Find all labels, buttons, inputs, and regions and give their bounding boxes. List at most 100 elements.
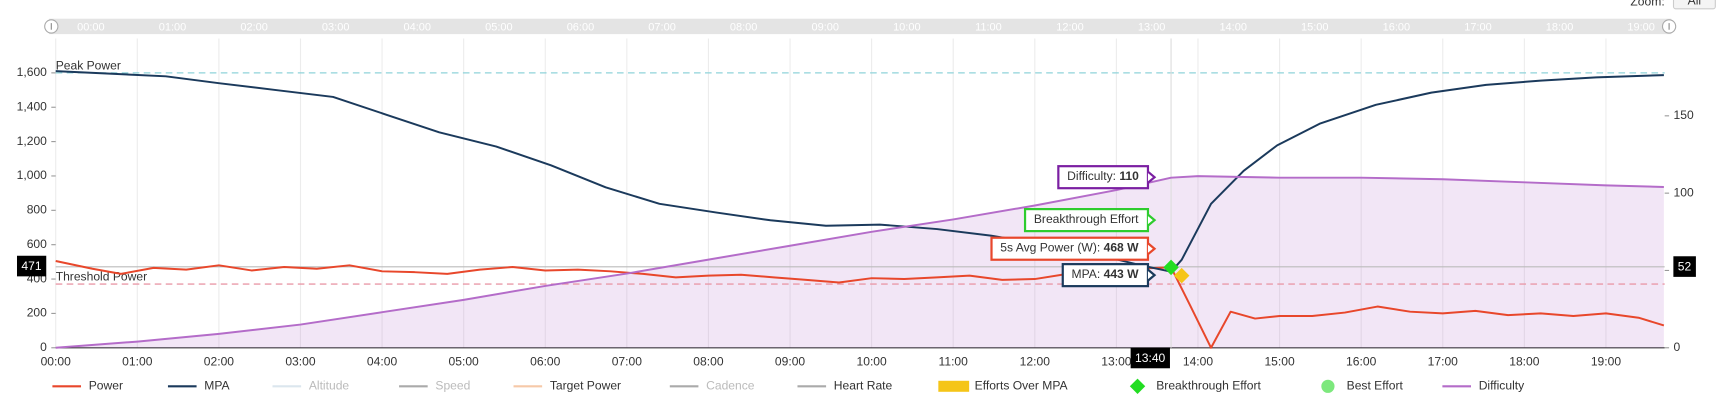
navigator-label: 10:00 (893, 21, 921, 33)
x-tick-label: 00:00 (41, 354, 72, 368)
tooltip-value: 110 (1119, 169, 1139, 183)
navigator-label: 09:00 (811, 21, 839, 33)
x-tick-label: 19:00 (1591, 354, 1622, 368)
legend-item[interactable]: Difficulty (1442, 378, 1525, 392)
navigator-label: 08:00 (730, 21, 758, 33)
x-tick-label: 14:00 (1183, 354, 1214, 368)
tooltip-pointer (1147, 213, 1157, 227)
legend-item[interactable]: Altitude (272, 378, 350, 392)
legend-item[interactable]: Speed (399, 378, 470, 392)
zoom-button[interactable] (1672, 0, 1716, 10)
tooltip-text: 5s Avg Power (W): 468 W (1000, 241, 1139, 255)
tooltip-box (1057, 165, 1150, 190)
x-tick-label: 17:00 (1428, 354, 1459, 368)
navigator-label: 17:00 (1464, 21, 1492, 33)
legend-label: Speed (435, 378, 470, 392)
tooltip-pointer (1147, 242, 1157, 256)
y-tick-label: 0 (40, 340, 47, 354)
x-tick-label: 11:00 (939, 354, 969, 368)
legend-item[interactable]: Target Power (513, 378, 622, 392)
x-tick-label: 05:00 (449, 354, 480, 368)
crosshair-y-label-box (16, 255, 47, 277)
y-tick-label: 1,200 (17, 134, 48, 148)
navigator-label: 18:00 (1546, 21, 1574, 33)
y-tick-label: 600 (27, 237, 47, 251)
x-tick-label: 15:00 (1264, 354, 1295, 368)
crosshair-y2-label-box (1673, 256, 1696, 277)
legend-item[interactable]: Heart Rate (797, 378, 893, 392)
tooltip-value: 468 W (1104, 241, 1140, 255)
tooltip-label: Difficulty: (1067, 169, 1116, 183)
x-tick-label: 13:00 (1101, 354, 1132, 368)
y-tick-label: 1,000 (17, 168, 48, 182)
navigator-label: 01:00 (159, 21, 187, 33)
navigator-label: 02:00 (240, 21, 268, 33)
legend-label: Target Power (550, 378, 621, 392)
legend-label: Power (89, 378, 123, 392)
tooltip-pointer (1147, 268, 1157, 282)
navigator-label: 07:00 (648, 21, 676, 33)
y2-tick-label: 150 (1674, 108, 1694, 122)
tooltip-box (990, 236, 1150, 261)
crosshair-x-label-text: 13:40 (1135, 351, 1166, 365)
legend-label: Best Effort (1347, 378, 1404, 392)
legend-item[interactable]: Cadence (669, 378, 755, 392)
y-tick-label: 1,400 (17, 99, 48, 113)
crosshair-y-label-text: 471 (21, 259, 41, 273)
reference-label: Peak Power (56, 58, 121, 72)
tooltip: Breakthrough Effort (1023, 208, 1157, 233)
x-tick-label: 12:00 (1020, 354, 1051, 368)
legend-item[interactable]: Breakthrough Effort (1129, 378, 1262, 394)
x-tick-label: 07:00 (612, 354, 643, 368)
tooltip: MPA: 443 W (1061, 263, 1157, 288)
tooltip-value: 443 W (1104, 267, 1140, 281)
legend-item[interactable]: MPA (167, 378, 231, 392)
navigator-label: 12:00 (1056, 21, 1084, 33)
navigator-label: 19:00 (1627, 21, 1655, 33)
crosshair-y2-label-text: 52 (1678, 260, 1692, 274)
x-tick-label: 02:00 (204, 354, 235, 368)
tooltip-text: Difficulty: 110 (1067, 169, 1139, 183)
navigator-label: 00:00 (77, 21, 105, 33)
legend-label: Efforts Over MPA (975, 378, 1069, 392)
tooltip-label: 5s Avg Power (W): (1000, 241, 1100, 255)
navigator-label: 11:00 (975, 21, 1002, 33)
area (55, 176, 1664, 348)
x-tick-label: 04:00 (367, 354, 398, 368)
series-line (55, 175, 1664, 349)
legend-item[interactable]: Efforts Over MPA (938, 378, 1069, 392)
navigator-label: 06:00 (567, 21, 595, 33)
legend-label: Altitude (309, 378, 350, 392)
tooltip: 5s Avg Power (W): 468 W (990, 236, 1157, 261)
x-tick-label: 18:00 (1509, 354, 1540, 368)
navigator-label: 05:00 (485, 21, 513, 33)
x-tick-label: 01:00 (122, 354, 153, 368)
legend-label: Heart Rate (834, 378, 893, 392)
tooltip-label: MPA: (1072, 267, 1101, 281)
x-tick-label: 10:00 (856, 354, 887, 368)
tooltip-box (1061, 263, 1150, 288)
legend-symbol (938, 380, 970, 392)
crosshair-x-label-box (1130, 347, 1170, 369)
legend-item[interactable]: Power (52, 378, 123, 392)
tooltip-pointer (1147, 170, 1157, 184)
y2-tick-label: 100 (1674, 185, 1694, 199)
navigator-label: 03:00 (322, 21, 350, 33)
navigator-label: 04:00 (404, 21, 432, 33)
legend-label: MPA (204, 378, 230, 392)
legend-item[interactable]: Best Effort (1321, 378, 1404, 393)
x-tick-label: 06:00 (530, 354, 561, 368)
y-tick-label: 1,600 (17, 65, 48, 79)
tooltip: Difficulty: 110 (1057, 165, 1157, 190)
x-tick-label: 08:00 (693, 354, 724, 368)
navigator-label: 16:00 (1383, 21, 1411, 33)
zoom-button-label[interactable]: All (1688, 0, 1701, 7)
tooltip-label: Breakthrough Effort (1034, 212, 1139, 226)
y-tick-label: 200 (27, 306, 47, 320)
legend-symbol (1321, 379, 1335, 393)
crosshair-x-label: 13:40 (1130, 347, 1170, 369)
marker (1163, 259, 1179, 276)
x-tick-label: 03:00 (285, 354, 316, 368)
legend-label: Difficulty (1479, 378, 1525, 392)
